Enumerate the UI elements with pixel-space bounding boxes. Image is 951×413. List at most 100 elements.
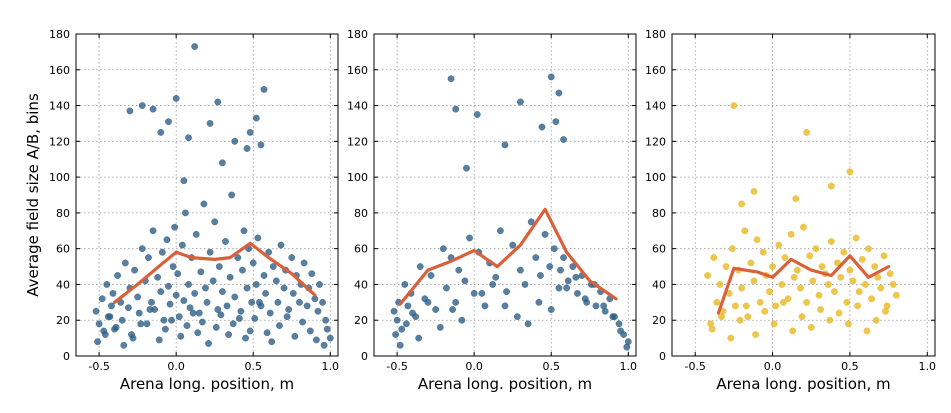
data-point: [753, 236, 761, 244]
data-point: [219, 288, 226, 295]
data-point: [466, 234, 473, 242]
data-point: [242, 334, 249, 342]
y-tick-label: 100: [49, 171, 70, 184]
data-point: [581, 295, 589, 303]
data-point: [276, 322, 283, 329]
data-point: [555, 284, 563, 292]
data-point: [708, 325, 716, 333]
data-point: [563, 284, 571, 292]
data-point: [538, 123, 546, 131]
y-tick-label: 20: [56, 314, 70, 327]
y-tick-label: 120: [347, 135, 368, 148]
data-point: [274, 298, 282, 306]
data-point: [100, 327, 108, 335]
x-axis-label: Arena long. position, m: [418, 375, 592, 393]
data-point: [424, 298, 432, 306]
y-tick-label: 80: [652, 207, 666, 220]
data-point: [738, 284, 746, 292]
data-point: [92, 307, 100, 315]
data-point: [501, 302, 509, 310]
y-tick-label: 40: [354, 278, 368, 291]
chart-panel-right: -0.5 0.0 0.5 1.0 0 20 40 60 80 100 120 140 160 180 Are…: [645, 28, 936, 393]
data-point: [185, 134, 192, 142]
data-point: [704, 272, 711, 279]
data-point: [269, 263, 277, 270]
data-point: [756, 298, 764, 306]
data-point: [521, 281, 529, 288]
data-point: [178, 241, 186, 249]
data-point: [452, 298, 460, 306]
data-point: [470, 289, 478, 297]
data-point: [766, 288, 773, 295]
y-axis-label: Average field size A/B, bins: [24, 93, 42, 297]
data-point: [198, 318, 206, 326]
y-tick-label: 80: [354, 207, 368, 220]
data-point: [447, 75, 455, 83]
data-point: [569, 263, 577, 270]
data-point: [797, 284, 804, 292]
data-point: [817, 306, 824, 313]
data-point: [283, 313, 291, 321]
data-point: [807, 323, 815, 331]
data-point: [615, 320, 623, 328]
data-point: [134, 293, 142, 301]
data-point: [229, 320, 237, 328]
data-point: [722, 263, 730, 270]
data-point: [260, 86, 268, 93]
data-point: [793, 266, 801, 274]
data-point: [251, 315, 259, 322]
data-point: [393, 316, 401, 324]
data-point: [623, 343, 631, 351]
data-point: [225, 331, 232, 338]
data-point: [103, 281, 111, 288]
data-point: [396, 341, 404, 349]
data-point: [158, 248, 166, 256]
data-point: [775, 241, 783, 249]
data-point: [182, 209, 189, 217]
data-point: [171, 223, 179, 231]
data-point: [742, 302, 750, 310]
data-point: [239, 266, 246, 274]
data-point: [710, 254, 718, 262]
data-point: [560, 136, 567, 143]
data-point: [750, 188, 758, 195]
data-point: [886, 270, 894, 278]
y-tick-label: 180: [645, 28, 666, 41]
data-point: [849, 277, 857, 285]
data-point: [806, 252, 814, 260]
data-point: [827, 238, 835, 245]
x-tick-label: 0.5: [542, 360, 560, 373]
x-tick-label: 0.5: [841, 360, 859, 373]
data-point: [390, 307, 398, 315]
data-point: [135, 309, 143, 317]
y-tick-label: 180: [49, 28, 70, 41]
chart-panel-left: -0.5 0.0 0.5 1.0 0 20 40 60 80 100 120 140 160 180 Are…: [24, 28, 339, 393]
data-point: [195, 309, 203, 317]
data-point: [541, 230, 549, 238]
data-point: [609, 313, 617, 321]
data-point: [206, 248, 214, 256]
data-point: [262, 289, 269, 297]
x-tick-label: -0.5: [386, 360, 407, 373]
data-point: [449, 306, 456, 313]
data-point: [727, 334, 735, 342]
data-point: [255, 298, 263, 306]
chart-panel-middle: -0.5 0.0 0.5 1.0 0 20 40 60 80 100 120 140 160 180 Are…: [347, 28, 637, 393]
data-point: [169, 263, 177, 270]
data-point: [212, 323, 220, 331]
data-point: [787, 230, 795, 238]
data-point: [728, 245, 736, 253]
data-point: [131, 266, 138, 274]
data-point: [803, 128, 810, 136]
data-point: [172, 95, 180, 102]
data-point: [197, 268, 205, 276]
data-point: [716, 281, 724, 288]
y-tick-label: 60: [354, 243, 368, 256]
data-point: [285, 306, 293, 313]
data-point: [744, 313, 752, 321]
data-point: [738, 200, 746, 208]
data-point: [260, 272, 268, 279]
data-point: [266, 309, 274, 317]
data-point: [272, 277, 280, 285]
data-point: [138, 245, 146, 253]
